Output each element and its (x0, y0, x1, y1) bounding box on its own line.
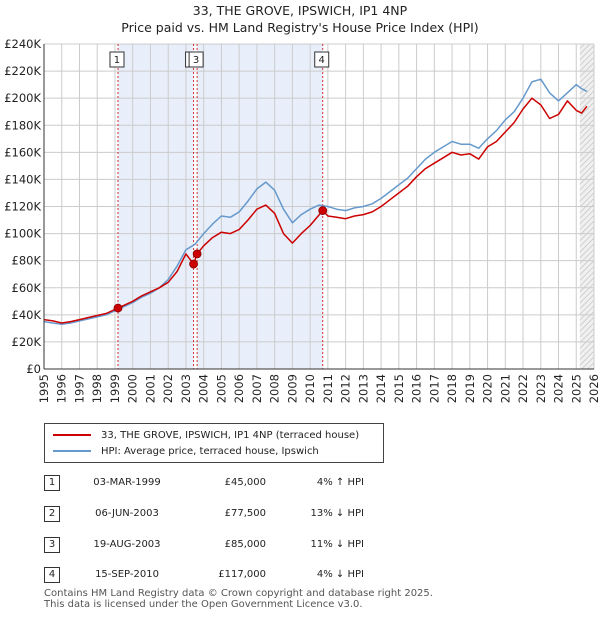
x-tick-label: 2009 (285, 374, 299, 403)
sale-row: 4 15-SEP-2010 £117,000 4% ↓ HPI (44, 567, 404, 585)
sale-point (318, 206, 328, 215)
x-tick-label: 2022 (516, 374, 530, 403)
x-tick-label: 2006 (232, 374, 246, 403)
x-tick-label: 2026 (587, 374, 600, 403)
x-tick-label: 2002 (161, 374, 175, 403)
y-tick-label: £0 (26, 362, 41, 376)
sale-point (189, 259, 198, 269)
legend-item-property: 33, THE GROVE, IPSWICH, IP1 4NP (terrace… (53, 428, 359, 442)
footer-line-1: Contains HM Land Registry data © Crown c… (44, 588, 433, 599)
title-line-2: Price paid vs. HM Land Registry's House … (121, 20, 479, 35)
y-tick-label: £40K (12, 308, 42, 322)
x-tick-label: 1998 (90, 374, 104, 403)
sale-hpi-change: 11% ↓ HPI (310, 539, 364, 550)
chart-title: 33, THE GROVE, IPSWICH, IP1 4NP Price pa… (0, 2, 600, 36)
sale-hpi-change: 4% ↑ HPI (316, 477, 364, 488)
legend: 33, THE GROVE, IPSWICH, IP1 4NP (terrace… (44, 423, 384, 463)
sale-price: £45,000 (224, 477, 266, 488)
sale-price: £77,500 (224, 508, 266, 519)
x-tick-label: 2023 (534, 374, 548, 403)
series-line-property (43, 97, 588, 324)
x-tick-label: 2005 (214, 374, 228, 403)
sale-point (192, 249, 202, 259)
x-tick-label: 1999 (108, 374, 122, 403)
x-tick-label: 2016 (410, 374, 424, 403)
y-tick-label: £60K (12, 281, 42, 295)
y-tick-label: £160K (4, 145, 41, 159)
sale-date: 03-MAR-1999 (93, 477, 161, 488)
x-tick-label: 2011 (321, 374, 335, 403)
sale-number-label: 3 (193, 55, 199, 66)
sale-number-badge: 4 (44, 567, 60, 583)
legend-swatch-property (53, 434, 91, 436)
sale-number-box (314, 51, 330, 68)
sale-point (113, 303, 123, 313)
y-tick-label: £140K (4, 172, 41, 186)
sale-number-label: 1 (114, 55, 120, 66)
sale-date: 19-AUG-2003 (93, 539, 161, 550)
y-tick-label: £120K (4, 200, 41, 214)
sale-number-badge: 2 (44, 506, 60, 522)
x-tick-label: 2000 (126, 374, 140, 403)
y-tick-label: £200K (4, 91, 41, 105)
sale-row: 2 06-JUN-2003 £77,500 13% ↓ HPI (44, 506, 404, 524)
y-tick-label: £80K (12, 254, 42, 268)
legend-label-hpi: HPI: Average price, terraced house, Ipsw… (101, 445, 319, 457)
x-tick-label: 2001 (143, 374, 157, 403)
y-tick-label: £220K (4, 64, 41, 78)
sale-price: £85,000 (224, 539, 266, 550)
x-tick-label: 2004 (197, 374, 211, 403)
sale-number-badge: 1 (44, 475, 60, 491)
sale-number-badge: 3 (44, 537, 60, 553)
x-tick-label: 2003 (179, 374, 193, 403)
footer-attribution: Contains HM Land Registry data © Crown c… (44, 588, 433, 610)
y-tick-label: £180K (4, 118, 41, 132)
y-tick-label: £240K (4, 37, 41, 51)
x-tick-label: 2012 (339, 374, 353, 403)
x-tick-label: 1995 (37, 374, 51, 403)
x-tick-label: 2020 (481, 374, 495, 403)
x-tick-label: 1997 (72, 374, 86, 403)
x-tick-label: 2010 (303, 374, 317, 403)
sale-number-box (188, 51, 204, 68)
x-tick-label: 2008 (268, 374, 282, 403)
sale-number-label: 4 (319, 55, 325, 66)
sale-row: 3 19-AUG-2003 £85,000 11% ↓ HPI (44, 537, 404, 555)
x-tick-label: 2015 (392, 374, 406, 403)
x-tick-label: 2021 (498, 374, 512, 403)
legend-item-hpi: HPI: Average price, terraced house, Ipsw… (53, 444, 319, 458)
x-tick-label: 2007 (250, 374, 264, 403)
x-tick-label: 2013 (356, 374, 370, 403)
sale-hpi-change: 4% ↓ HPI (316, 569, 364, 580)
x-tick-label: 2014 (374, 374, 388, 403)
sale-hpi-change: 13% ↓ HPI (310, 508, 364, 519)
x-tick-label: 2018 (445, 374, 459, 403)
sale-price: £117,000 (218, 569, 266, 580)
sale-number-box (109, 51, 125, 68)
legend-label-property: 33, THE GROVE, IPSWICH, IP1 4NP (terrace… (101, 429, 360, 441)
sale-row: 1 03-MAR-1999 £45,000 4% ↑ HPI (44, 475, 404, 493)
x-tick-label: 2019 (463, 374, 477, 403)
x-tick-label: 2024 (552, 374, 566, 403)
x-tick-label: 2025 (569, 374, 583, 403)
sale-date: 15-SEP-2010 (95, 569, 159, 580)
title-line-1: 33, THE GROVE, IPSWICH, IP1 4NP (192, 3, 408, 18)
y-tick-label: £20K (12, 335, 42, 349)
footer-line-2: This data is licensed under the Open Gov… (44, 599, 363, 610)
series-line-hpi (43, 78, 588, 326)
x-tick-label: 1996 (55, 374, 69, 403)
x-tick-label: 2017 (427, 374, 441, 403)
y-tick-label: £100K (4, 227, 41, 241)
legend-swatch-hpi (53, 450, 91, 452)
sale-date: 06-JUN-2003 (95, 508, 159, 519)
price-chart: £0 £20K £40K £60K £80K £100K £120K £140K £160K £1… (4, 37, 600, 403)
